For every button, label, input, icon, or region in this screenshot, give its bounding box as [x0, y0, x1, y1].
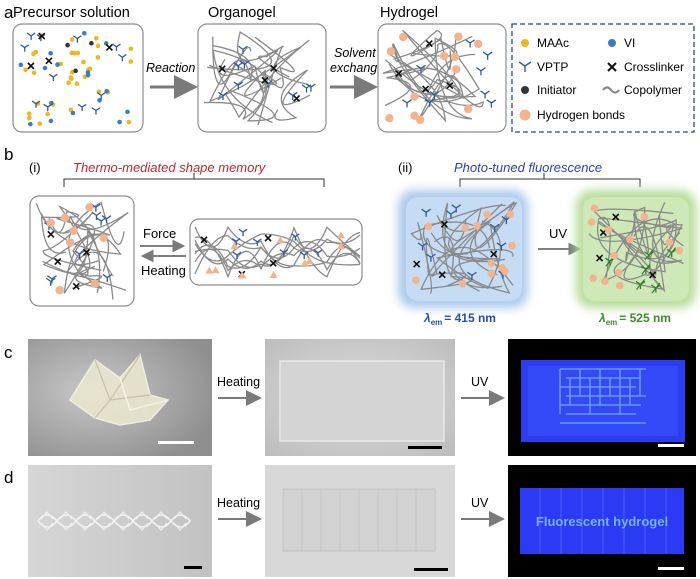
fluorescent-glow	[528, 366, 678, 436]
lambda-right: λem = 525 nm	[598, 311, 671, 327]
sub-ii-label: (ii)	[398, 160, 412, 175]
fluorescent-strip-segments	[539, 488, 667, 554]
scale-bar-d1	[184, 566, 202, 569]
scale-bar-c2	[408, 446, 442, 449]
panel-d: d Heating UV Fluorescent hydrogel	[4, 465, 696, 577]
photo-twisted-gel	[28, 465, 212, 577]
legend-maac: MAAc	[537, 36, 569, 50]
initiator-legend-dot	[521, 86, 529, 94]
precursor-molecules	[18, 30, 134, 127]
stage-precursor-title: Precursor solution	[13, 5, 130, 21]
exchange-label: exchange	[330, 61, 384, 75]
sub-i-label: (i)	[29, 160, 41, 175]
original-network	[35, 201, 129, 300]
folded-gel-shape	[68, 353, 170, 426]
uv-label-d: UV	[471, 496, 489, 510]
green-gel-network	[587, 202, 684, 294]
fluorescent-text: Fluorescent hydrogel	[536, 514, 668, 529]
crosslinker-legend-icon	[607, 62, 617, 72]
lambda-left: λem = 415 nm	[423, 311, 496, 327]
panel-b: b (i) Thermo-mediated shape memory Force…	[4, 145, 696, 327]
stretched-network	[194, 225, 361, 279]
heating-label-b: Heating	[141, 263, 186, 278]
panel-a-letter: a	[4, 3, 14, 22]
uv-label-b: UV	[549, 226, 567, 241]
legend-vi: VI	[624, 36, 635, 50]
panel-c: c Heating UV	[4, 339, 696, 456]
panel-d-letter: d	[4, 468, 13, 487]
hbond-legend-dot	[519, 109, 531, 121]
panel-c-letter: c	[4, 343, 13, 362]
solvent-label: Solvent	[334, 46, 376, 60]
hydrogel-network	[382, 29, 497, 125]
organogel-network	[203, 31, 316, 126]
green-gel-box	[583, 197, 689, 301]
stage-hydrogel-title: Hydrogel	[380, 5, 438, 21]
blue-gel-network	[410, 201, 518, 294]
stage-organogel-title: Organogel	[208, 5, 276, 21]
maze-pattern	[559, 368, 646, 424]
legend-box	[511, 23, 695, 133]
twisted-gel-strip	[37, 511, 192, 531]
title-fluorescence: Photo-tuned fluorescence	[454, 160, 602, 175]
title-shape-memory: Thermo-mediated shape memory	[73, 160, 267, 175]
vi-legend-dot	[608, 39, 616, 47]
scale-bar-c1	[158, 441, 194, 444]
panel-b-letter: b	[4, 145, 13, 164]
scale-bar-c3	[658, 444, 684, 447]
panel-a: a Precursor solution Organogel Hydrogel …	[4, 3, 695, 133]
vptp-legend-icon	[518, 61, 532, 72]
heating-label-c: Heating	[217, 375, 260, 389]
legend-crosslinker: Crosslinker	[624, 60, 684, 74]
bracket-i	[63, 173, 325, 187]
recovered-strip-segments	[301, 489, 417, 551]
legend-copolymer: Copolymer	[624, 83, 682, 97]
legend-vptp: VPTP	[537, 60, 568, 74]
reaction-label: Reaction	[146, 61, 195, 75]
scale-bar-d3	[658, 567, 684, 570]
scale-bar-d2	[414, 568, 448, 571]
uv-label-c: UV	[471, 375, 489, 389]
legend-initiator: Initiator	[537, 83, 576, 97]
force-label: Force	[143, 226, 176, 241]
recovered-gel-sheet	[279, 360, 445, 442]
heating-label-d: Heating	[217, 496, 260, 510]
legend-hbonds: Hydrogen bonds	[537, 108, 625, 122]
precursor-box	[12, 23, 144, 133]
maac-legend-dot	[521, 39, 529, 47]
bracket-ii	[459, 173, 641, 187]
fluorescent-strip	[520, 488, 684, 554]
copolymer-legend-icon	[602, 86, 620, 94]
